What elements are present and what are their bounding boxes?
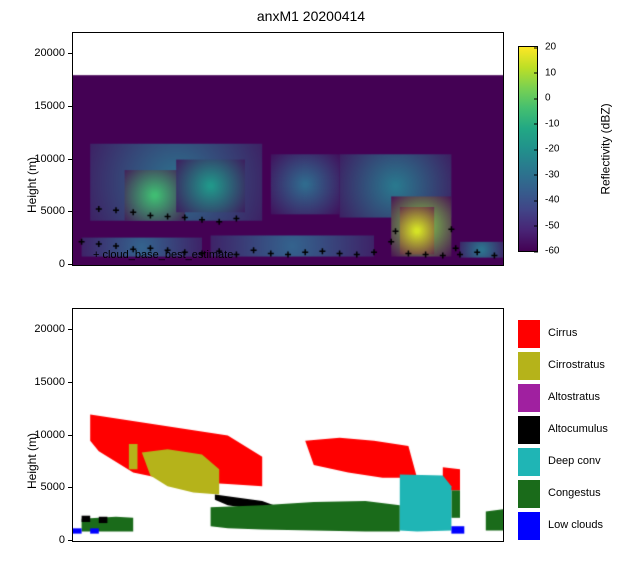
cloudtype-heatmap [73,309,503,541]
legend-swatch [518,448,540,476]
legend-swatch [518,416,540,444]
legend-swatch [518,512,540,540]
colorbar-tick: -60 [537,246,559,257]
legend-swatch [518,352,540,380]
legend-label: Deep conv [548,455,601,467]
legend-swatch [518,320,540,348]
legend-label: Low clouds [548,519,603,531]
ylabel-bot: Height (m) [25,433,39,489]
legend-swatch [518,384,540,412]
ytick: 15000 [17,376,65,388]
plot-title: anxM1 20200414 [0,8,622,24]
legend-label: Altostratus [548,391,600,403]
ytick: 0 [17,534,65,546]
colorbar-tick: -10 [537,118,559,129]
ytick: 20000 [17,47,65,59]
ytick: 0 [17,258,65,270]
colorbar-tick: -50 [537,220,559,231]
colorbar: -60-50-40-30-20-1001020 [518,46,538,252]
colorbar-tick: -20 [537,144,559,155]
cloudtype-panel: 05000100001500020000 Height (m) [72,308,504,542]
legend-label: Altocumulus [548,423,608,435]
legend-label: Cirrus [548,327,577,339]
legend-label: Cirrostratus [548,359,605,371]
colorbar-tick: 10 [537,67,556,78]
cloud-base-annotation: + cloud_base_best_estimate [93,249,233,261]
colorbar-tick: 20 [537,42,556,53]
ytick: 20000 [17,323,65,335]
colorbar-tick: -40 [537,195,559,206]
reflectivity-panel: + cloud_base_best_estimate 0500010000150… [72,32,504,266]
legend-swatch [518,480,540,508]
colorbar-tick: -30 [537,169,559,180]
figure: anxM1 20200414 + cloud_base_best_estimat… [0,0,622,564]
ytick: 15000 [17,100,65,112]
colorbar-tick: 0 [537,93,551,104]
colorbar-label: Reflectivity (dBZ) [599,103,613,194]
legend-label: Congestus [548,487,601,499]
ylabel-top: Height (m) [25,157,39,213]
reflectivity-heatmap [73,33,503,265]
